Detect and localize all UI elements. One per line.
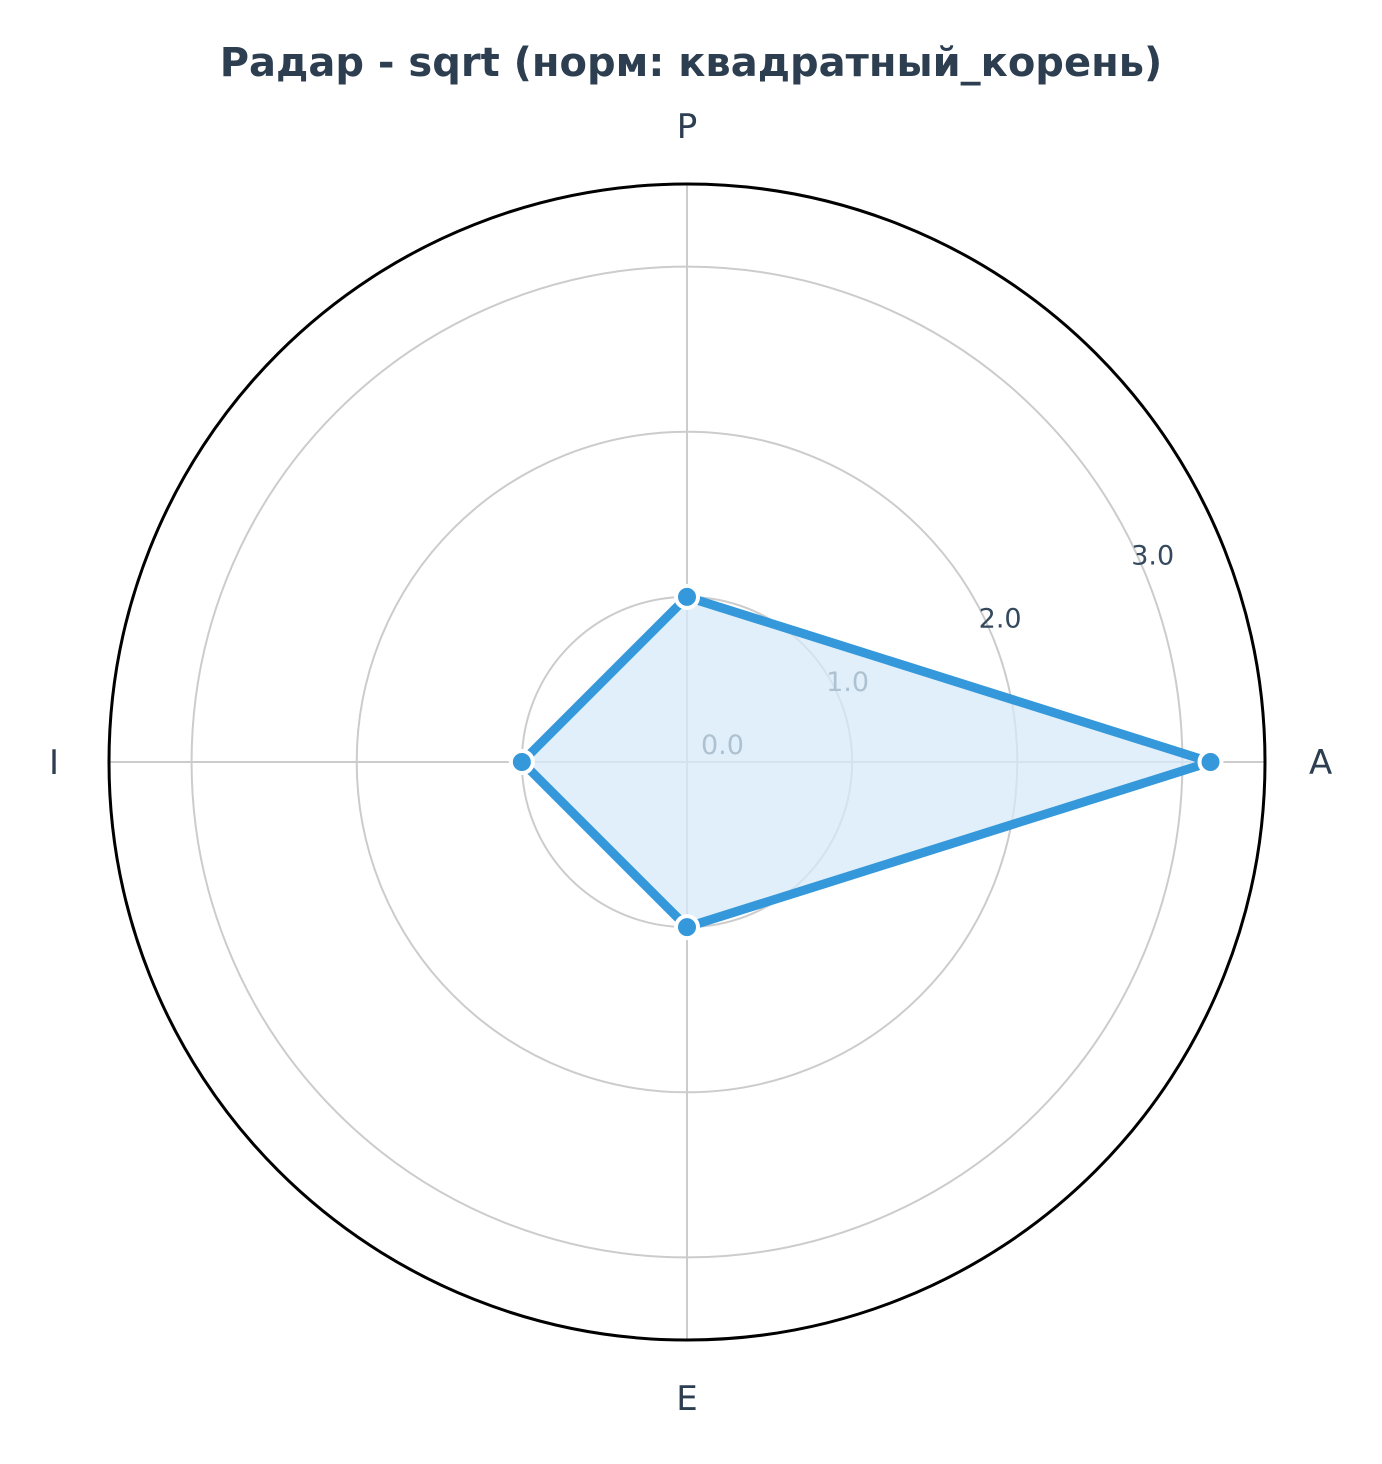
r-tick-label-2: 2.0 bbox=[979, 604, 1022, 635]
axis-label-P: P bbox=[677, 107, 698, 147]
point-P bbox=[674, 583, 700, 610]
point-I bbox=[508, 749, 535, 775]
axis-label-E: E bbox=[676, 1379, 697, 1419]
series-fill-0 bbox=[521, 596, 1211, 928]
chart-title: Радар - sqrt (норм: квадратный_корень) bbox=[219, 40, 1163, 86]
r-tick-label-3: 3.0 bbox=[1131, 540, 1174, 571]
outer-frame bbox=[107, 182, 1267, 1342]
point-A bbox=[1197, 749, 1224, 775]
axis-label-A: A bbox=[1309, 743, 1332, 783]
point-E bbox=[674, 914, 700, 941]
axis-label-I: I bbox=[49, 743, 59, 783]
